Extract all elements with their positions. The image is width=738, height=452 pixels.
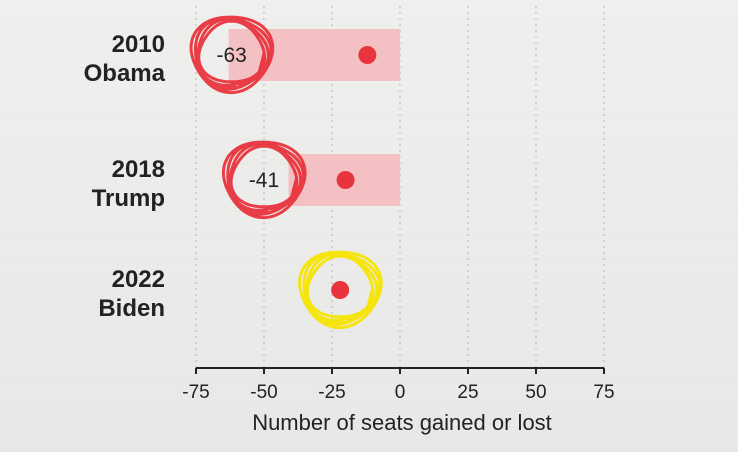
scribble-circle bbox=[189, 15, 275, 95]
marker-dot bbox=[331, 281, 350, 299]
category-year: 2010 bbox=[112, 31, 165, 58]
bar-value-label: -63 bbox=[216, 44, 246, 67]
scribble-stroke bbox=[221, 140, 307, 220]
x-tick-label: 50 bbox=[525, 382, 546, 403]
x-tick-label: 25 bbox=[457, 382, 478, 403]
marker-dot bbox=[358, 46, 377, 64]
scribble-stroke bbox=[298, 250, 383, 330]
scribble-stroke bbox=[189, 15, 275, 95]
x-tick-label: 75 bbox=[593, 382, 614, 403]
x-axis-title: Number of seats gained or lost bbox=[252, 410, 552, 435]
scribble-circle bbox=[298, 250, 383, 330]
category-year: 2022 bbox=[112, 266, 165, 293]
x-tick-label: -75 bbox=[182, 382, 209, 403]
category-president: Obama bbox=[84, 60, 166, 87]
x-tick-label: -25 bbox=[318, 382, 345, 403]
x-tick-label: -50 bbox=[250, 382, 277, 403]
tick-layer: -75 -50 -25 0 25 50 75 bbox=[182, 368, 615, 403]
category-president: Biden bbox=[98, 295, 165, 322]
scribble-circle bbox=[221, 140, 307, 220]
annotation-layer: -63 -41 bbox=[189, 15, 383, 330]
marker-layer bbox=[331, 46, 377, 299]
x-tick-label: 0 bbox=[395, 382, 406, 403]
category-year: 2018 bbox=[112, 156, 165, 183]
marker-dot bbox=[336, 171, 355, 189]
category-president: Trump bbox=[92, 185, 165, 212]
bar-value-label: -41 bbox=[249, 169, 279, 192]
